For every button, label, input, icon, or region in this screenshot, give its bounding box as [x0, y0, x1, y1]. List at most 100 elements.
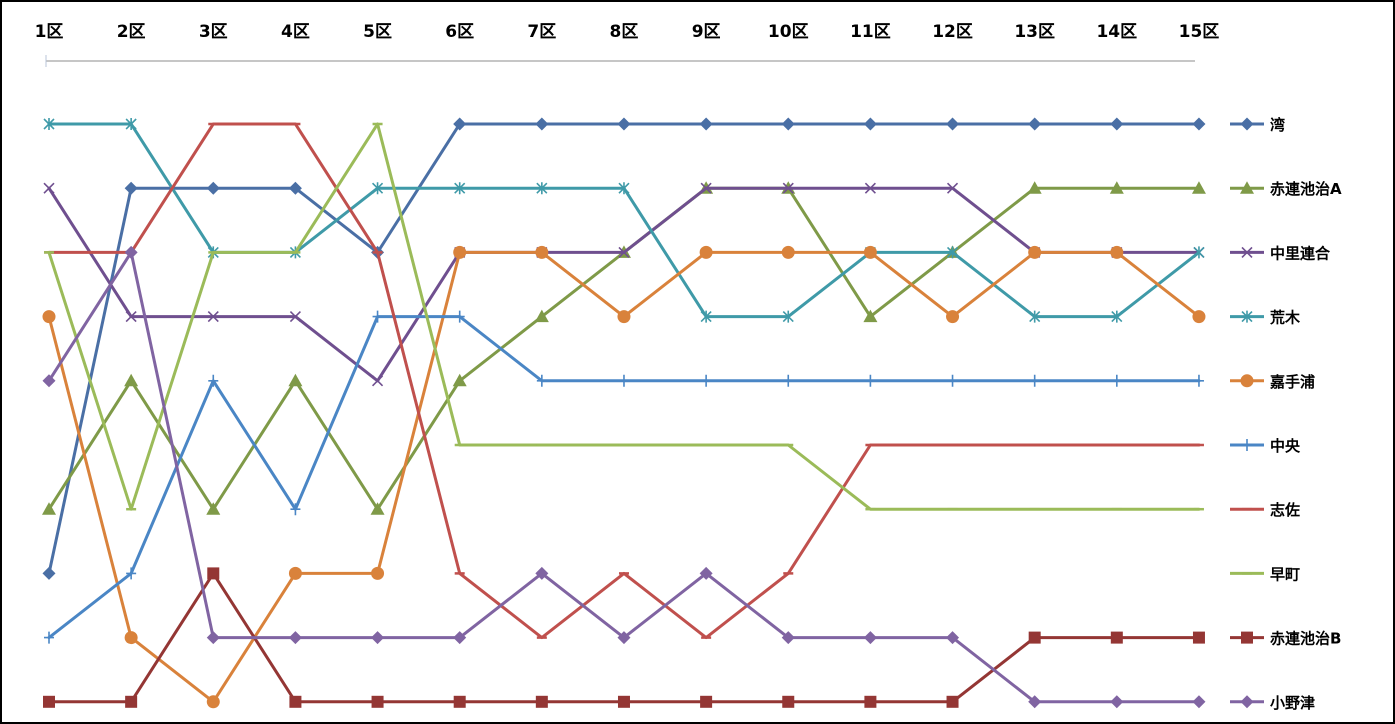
data-point: [1193, 246, 1205, 259]
data-point: [701, 374, 712, 387]
data-point: [1192, 695, 1206, 709]
data-point: [1193, 374, 1204, 387]
data-point: [700, 310, 712, 323]
data-point: [700, 695, 713, 708]
data-point: [124, 631, 138, 645]
x-tick-label: 9区: [692, 22, 721, 42]
data-point: [1110, 631, 1123, 644]
data-point: [1028, 245, 1042, 259]
legend-item: 志佐: [1230, 501, 1300, 519]
x-tick-label: 3区: [199, 22, 228, 42]
data-point: [535, 245, 549, 259]
legend-label: 湾: [1270, 116, 1285, 134]
data-point: [946, 695, 959, 708]
x-tick-label: 11区: [850, 22, 891, 42]
data-point: [782, 695, 795, 708]
data-point: [1110, 245, 1124, 259]
data-point: [290, 503, 301, 516]
data-point: [946, 182, 959, 194]
legend-label: 中央: [1270, 437, 1301, 455]
data-point: [206, 695, 220, 709]
data-point: [125, 695, 138, 708]
series-7: [44, 122, 1204, 640]
data-point: [1111, 310, 1123, 323]
legend-marker: [1240, 181, 1254, 194]
data-point: [1111, 374, 1122, 387]
data-point: [453, 117, 467, 131]
series-lines: [42, 117, 1206, 709]
data-point: [700, 182, 712, 194]
series-10: [42, 245, 1206, 709]
data-point: [863, 631, 877, 645]
data-point: [946, 246, 959, 259]
data-point: [534, 309, 549, 323]
legend-label: 小野津: [1270, 694, 1315, 712]
data-point: [371, 695, 384, 708]
data-point: [535, 566, 549, 580]
data-point: [124, 373, 139, 387]
legend-marker: [1240, 374, 1254, 388]
data-point: [206, 181, 220, 195]
data-point: [618, 182, 630, 195]
data-point: [781, 631, 795, 645]
x-tick-label: 13区: [1014, 22, 1055, 42]
data-point: [618, 246, 630, 258]
data-point: [1028, 117, 1042, 131]
series-5: [42, 245, 1206, 709]
data-point: [289, 311, 301, 323]
data-point: [454, 182, 466, 195]
x-tick-label: 14区: [1096, 22, 1137, 42]
data-point: [1192, 310, 1206, 324]
x-tick-label: 8区: [610, 22, 639, 42]
legend-marker: [1241, 246, 1253, 258]
data-point: [289, 695, 302, 708]
data-point: [1028, 695, 1042, 709]
legend-item: 早町: [1230, 565, 1300, 583]
legend-item: 荒木: [1230, 309, 1301, 327]
data-point: [453, 695, 466, 708]
data-point: [864, 695, 877, 708]
data-point: [207, 567, 220, 580]
data-point: [288, 566, 302, 580]
series-1: [42, 117, 1206, 580]
data-point: [42, 566, 56, 580]
data-point: [207, 311, 219, 323]
data-point: [536, 374, 547, 387]
x-axis: [45, 55, 1195, 67]
data-point: [946, 117, 960, 131]
data-point: [125, 311, 137, 323]
series-8: [44, 122, 1204, 511]
data-point: [453, 245, 467, 259]
legend-label: 志佐: [1270, 501, 1300, 519]
data-point: [864, 182, 876, 194]
series-9: [43, 567, 1205, 708]
x-tick-labels: 1区 2区 3区 4区 5区 6区 7区 8区 9区 10区 11区 12区 13区 14区 15区: [35, 22, 1220, 42]
data-point: [863, 309, 878, 323]
data-point: [699, 245, 713, 259]
data-point: [124, 245, 138, 259]
data-point: [863, 245, 877, 259]
data-point: [1110, 695, 1124, 709]
data-point: [44, 631, 54, 644]
x-tick-label: 6区: [445, 22, 474, 42]
legend-label: 中里連合: [1270, 244, 1331, 262]
data-point: [42, 502, 56, 515]
data-point: [783, 374, 794, 387]
x-tick-label: 7区: [527, 22, 556, 42]
legend-label: 赤連池治A: [1270, 180, 1342, 198]
series-6: [44, 310, 1204, 644]
data-point: [454, 310, 465, 323]
legend-label: 嘉手浦: [1269, 373, 1315, 391]
data-point: [206, 502, 221, 515]
data-point: [1029, 374, 1040, 387]
legend-item: 中央: [1230, 437, 1301, 455]
legend-item: 嘉手浦: [1230, 373, 1315, 391]
data-point: [617, 695, 630, 708]
data-point: [43, 182, 55, 194]
data-point: [781, 117, 795, 131]
legend-label: 早町: [1270, 565, 1300, 583]
legend-marker: [1242, 439, 1252, 451]
data-point: [43, 695, 55, 708]
